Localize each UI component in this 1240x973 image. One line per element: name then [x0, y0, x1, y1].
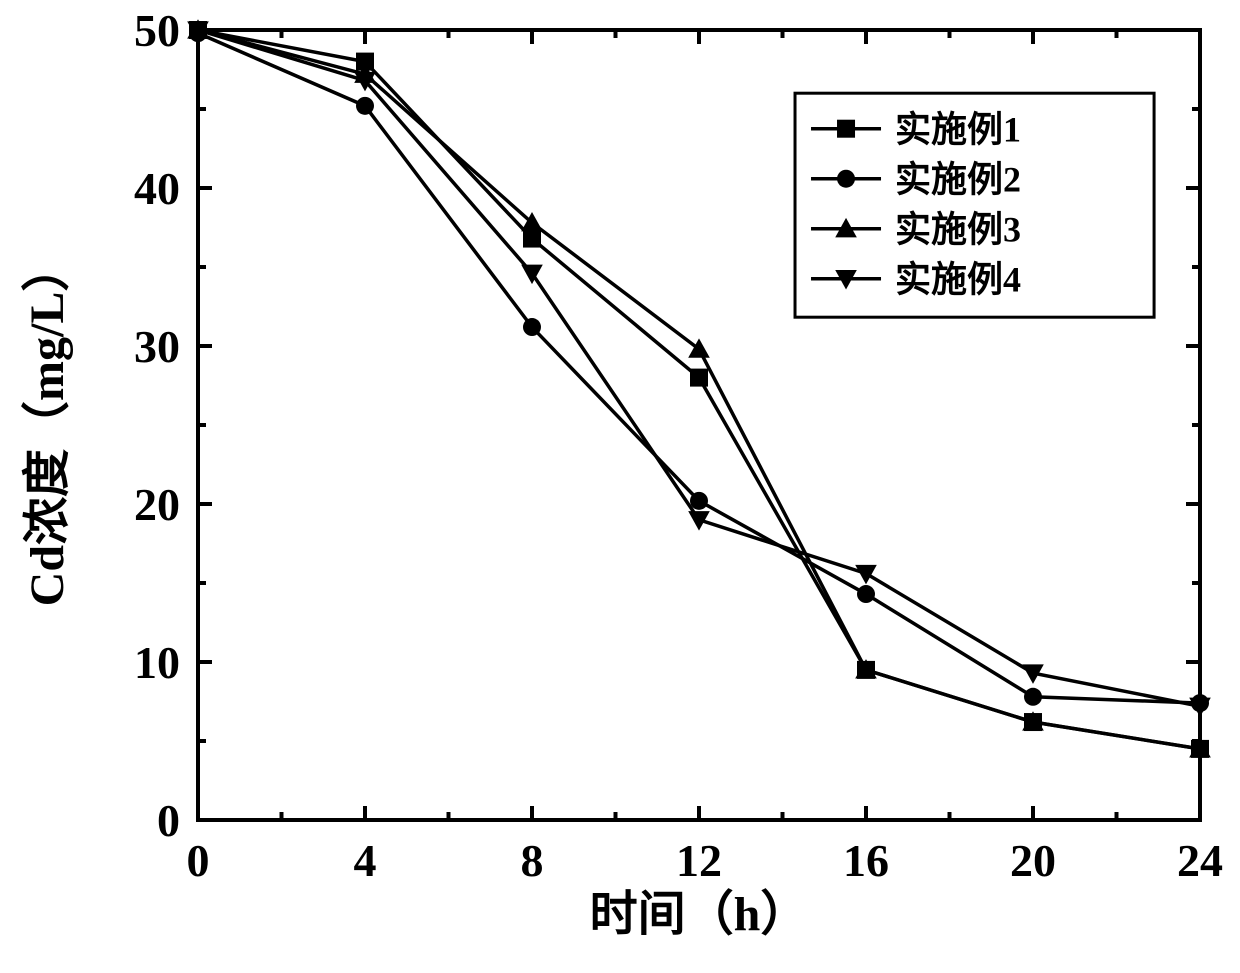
- chart-container: 0 4 8 12 16 20 24 0 10 20 30 40 50 时间（h） Cd浓度（mg/L） 实施例…: [0, 0, 1240, 973]
- y-tick-label: 50: [134, 5, 180, 56]
- y-tick-label: 40: [134, 163, 180, 214]
- legend-label: 实施例3: [895, 209, 1021, 249]
- legend: 实施例1 实施例2 实施例3 实施例4: [795, 93, 1154, 317]
- legend-label: 实施例4: [895, 259, 1021, 299]
- x-tick-label: 8: [521, 835, 544, 886]
- x-tick-label: 24: [1177, 835, 1223, 886]
- x-tick-label: 16: [843, 835, 889, 886]
- x-tick-label: 4: [354, 835, 377, 886]
- y-axis-label: Cd浓度（mg/L）: [21, 244, 74, 607]
- y-tick-label: 0: [157, 795, 180, 846]
- legend-label: 实施例1: [895, 109, 1021, 149]
- y-tick-label: 20: [134, 479, 180, 530]
- y-tick-label: 30: [134, 321, 180, 372]
- x-tick-label: 20: [1010, 835, 1056, 886]
- x-tick-label: 12: [676, 835, 722, 886]
- x-tick-label: 0: [187, 835, 210, 886]
- y-tick-label: 10: [134, 637, 180, 688]
- line-chart: 0 4 8 12 16 20 24 0 10 20 30 40 50 时间（h） Cd浓度（mg/L） 实施例…: [0, 0, 1240, 973]
- legend-label: 实施例2: [895, 159, 1021, 199]
- x-axis-label: 时间（h）: [590, 888, 809, 941]
